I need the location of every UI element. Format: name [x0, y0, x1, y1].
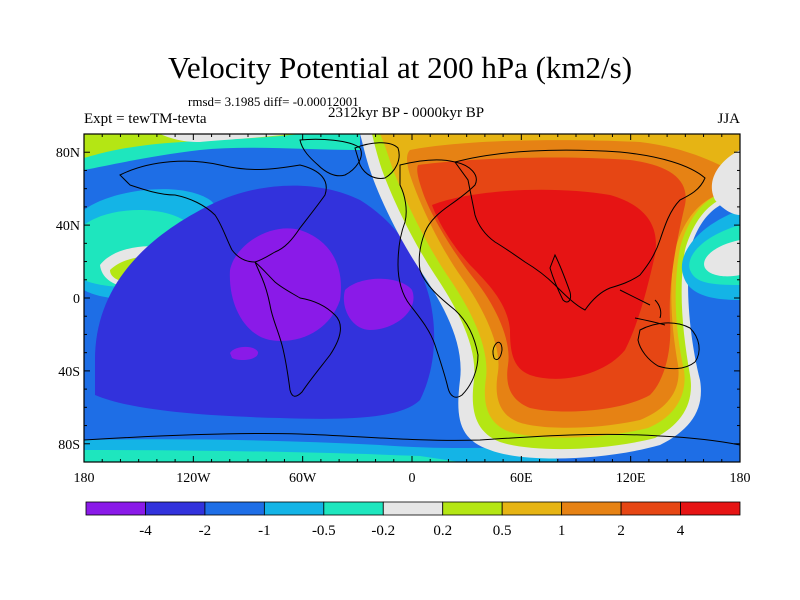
period-label: 2312kyr BP - 0000kyr BP	[327, 105, 485, 121]
map-ticks: 180 120W 60W 0 60E 120E 180 80N 40N 0 40S 80S	[56, 133, 751, 486]
lon-tick-label: 60W	[289, 471, 317, 486]
plot-title: Velocity Potential at 200 hPa (km2/s)	[167, 50, 633, 85]
lon-tick-label: 0	[409, 471, 416, 486]
stats-label: rmsd= 3.1985 diff= -0.00012001	[188, 94, 359, 109]
lat-tick-label: 80S	[58, 438, 80, 453]
lon-tick-label: 180	[74, 471, 95, 486]
coastlines	[84, 138, 740, 446]
lat-tick-label: 80N	[56, 146, 80, 161]
colorbar-label: 0.5	[493, 523, 512, 539]
season-label: JJA	[717, 111, 740, 127]
colorbar-swatch	[85, 501, 146, 516]
colorbar-swatch	[501, 501, 563, 516]
colorbar-swatch	[145, 501, 206, 516]
colorbar-label: 2	[617, 523, 625, 539]
colorbar-label: -0.2	[371, 523, 395, 539]
colorbar-label: -0.5	[312, 523, 336, 539]
colorbar-swatch	[620, 501, 681, 516]
lon-tick-label: 120E	[616, 471, 646, 486]
lon-tick-label: 60E	[510, 471, 533, 486]
colorbar-swatch	[382, 501, 444, 516]
colorbar: -4 -2 -1 -0.5 -0.2 0.2 0.5 1 2 4	[85, 501, 741, 539]
lat-tick-label: 0	[73, 292, 80, 307]
colorbar-label: -4	[139, 523, 152, 539]
lat-tick-label: 40N	[56, 219, 80, 234]
colorbar-label: 4	[677, 523, 685, 539]
lat-tick-label: 40S	[58, 365, 80, 380]
colorbar-swatch	[442, 501, 503, 516]
colorbar-label: -2	[199, 523, 212, 539]
velocity-potential-field	[84, 134, 740, 462]
colorbar-swatch	[263, 501, 325, 516]
colorbar-swatch	[561, 501, 622, 516]
colorbar-swatch	[204, 501, 265, 516]
lon-tick-label: 120W	[176, 471, 211, 486]
lon-tick-label: 180	[730, 471, 751, 486]
colorbar-swatch	[323, 501, 384, 516]
experiment-label: Expt = tewTM-tevta	[84, 111, 207, 127]
colorbar-label: -1	[258, 523, 271, 539]
colorbar-label: 1	[558, 523, 566, 539]
colorbar-swatch	[680, 501, 741, 516]
colorbar-label: 0.2	[433, 523, 452, 539]
